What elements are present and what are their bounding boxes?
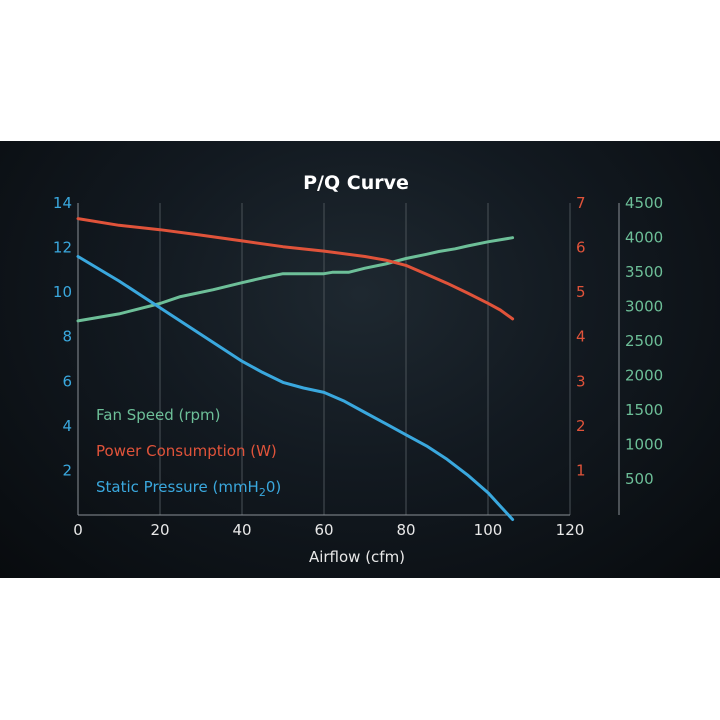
pressure-tick-label: 6 [62,372,72,390]
pressure-tick-label: 10 [53,283,72,301]
pressure-tick-label: 12 [53,239,72,257]
x-tick-label: 0 [73,521,83,539]
legend-fan-speed: Fan Speed (rpm) [96,406,221,424]
pressure-tick-label: 2 [62,461,72,479]
x-tick-label: 80 [396,521,415,539]
fan-speed-tick-label: 1500 [625,401,663,419]
power-tick-label: 4 [576,328,586,346]
x-tick-label: 20 [150,521,169,539]
x-tick-label: 60 [314,521,333,539]
x-axis-label: Airflow (cfm) [309,548,405,566]
power-tick-label: 6 [576,239,586,257]
fan-speed-tick-label: 4000 [625,229,663,247]
fan-speed-tick-label: 1000 [625,436,663,454]
legend: Fan Speed (rpm) Power Consumption (W) Stat… [96,406,281,499]
chart-title: P/Q Curve [303,172,409,194]
chart-panel: P/Q Curve 0 20 40 60 80 100 120 2 4 6 8 10 12 14 1 2 3 4 5… [0,141,720,578]
power-tick-label: 2 [576,417,586,435]
fan-speed-tick-label: 500 [625,470,654,488]
pressure-tick-label: 4 [62,417,72,435]
x-tick-label: 40 [232,521,251,539]
axes: 0 20 40 60 80 100 1202468101214123456750010001… [53,194,663,539]
static-pressure-line [76,255,515,521]
x-tick-label: 100 [474,521,503,539]
x-tick-label: 120 [556,521,585,539]
power-tick-label: 1 [576,461,586,479]
fan-speed-tick-label: 3500 [625,263,663,281]
power-tick-label: 3 [576,372,586,390]
fan-speed-tick-label: 4500 [625,194,663,212]
fan-speed-line [76,236,515,323]
fan-speed-tick-label: 3000 [625,298,663,316]
fan-speed-tick-label: 2500 [625,332,663,350]
pressure-tick-label: 8 [62,328,72,346]
legend-static-pressure: Static Pressure (mmH20) [96,478,281,499]
pq-curve-chart: P/Q Curve 0 20 40 60 80 100 120246810121412345… [53,172,663,566]
fan-speed-tick-label: 2000 [625,367,663,385]
power-tick-label: 5 [576,283,586,301]
power-consumption-line [76,217,515,321]
series-lines [76,217,515,521]
gridlines [159,203,571,515]
legend-power-consumption: Power Consumption (W) [96,442,277,460]
power-tick-label: 7 [576,194,586,212]
pressure-tick-label: 14 [53,194,72,212]
